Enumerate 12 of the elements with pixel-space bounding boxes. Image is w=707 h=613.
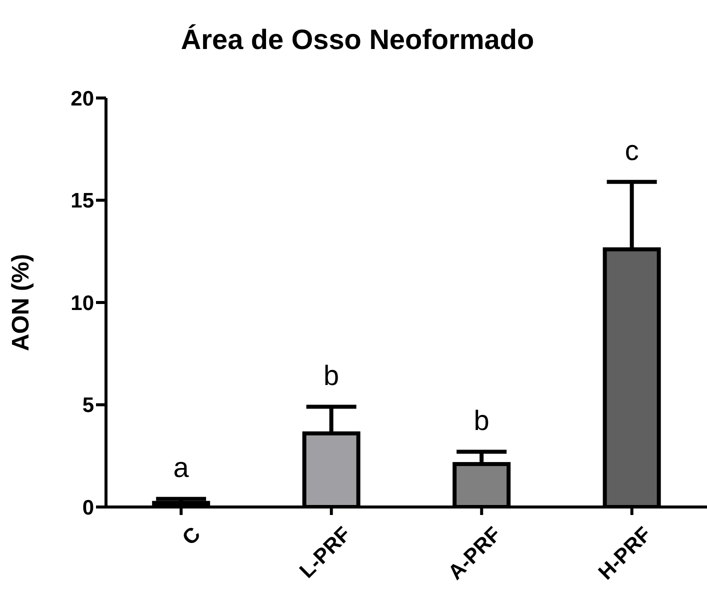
annotation: b xyxy=(324,360,340,391)
y-axis-title: AON (%) xyxy=(8,254,35,352)
y-tick-label: 15 xyxy=(70,190,94,213)
annotation: c xyxy=(624,134,639,166)
annotation: a xyxy=(173,452,190,483)
y-tick-label: 20 xyxy=(70,87,94,110)
x-tick-label: C xyxy=(178,522,206,550)
y-tick-label: 0 xyxy=(82,496,94,520)
chart-title: Área de Osso Neoformado xyxy=(180,24,536,56)
y-tick-label: 10 xyxy=(70,292,94,315)
annotation: b xyxy=(474,404,490,436)
y-tick-label: 5 xyxy=(82,394,94,418)
